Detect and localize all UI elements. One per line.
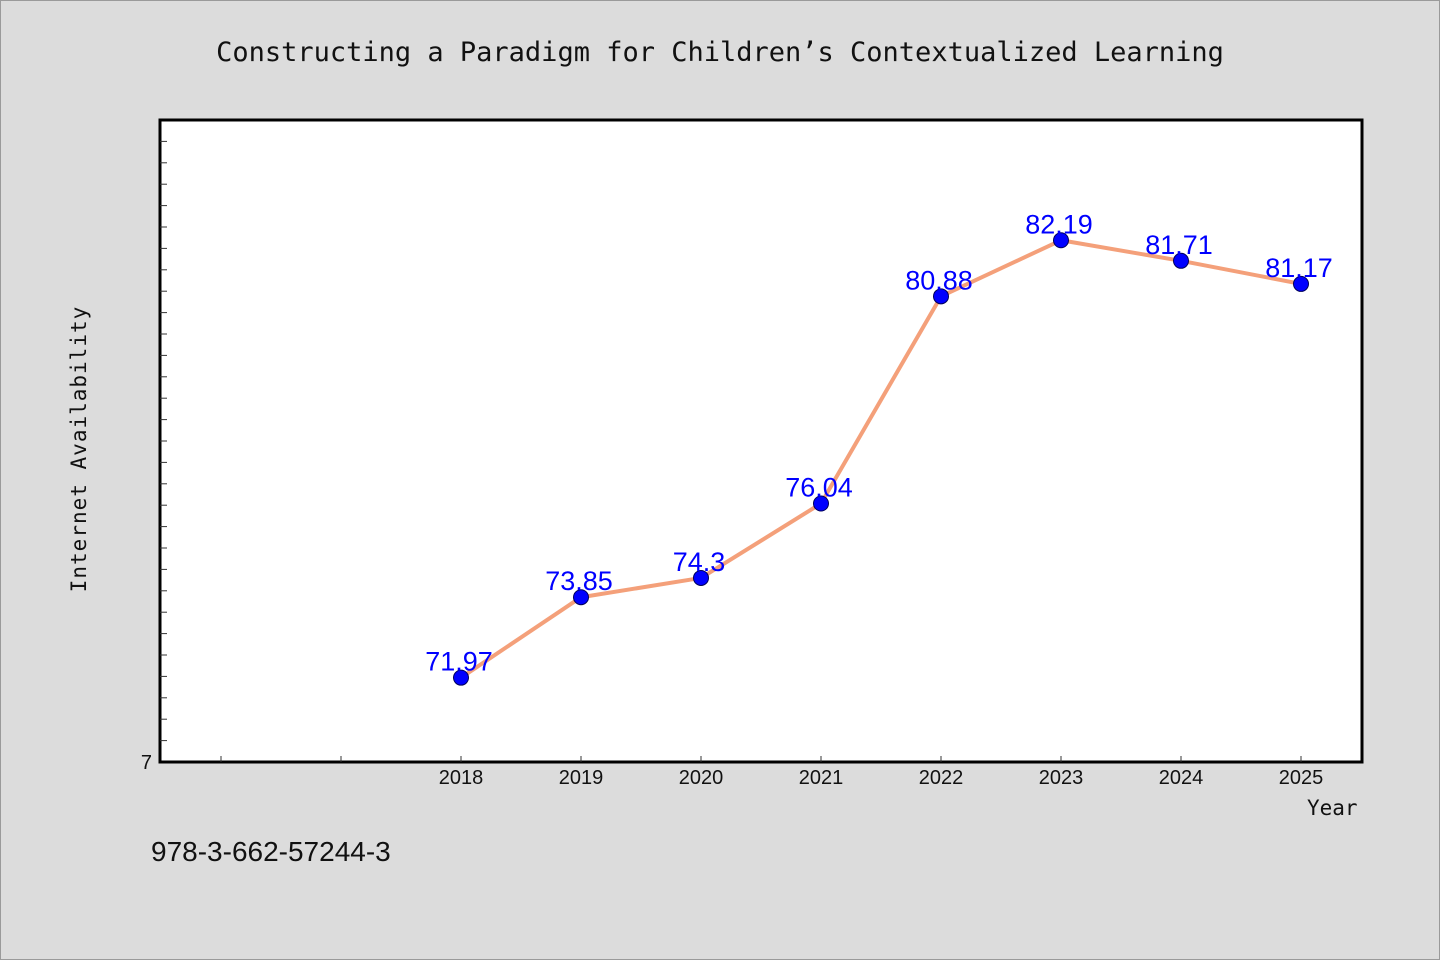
- data-point: [813, 495, 829, 512]
- axis-ticks: [160, 140, 1302, 762]
- x-tick-label: 2024: [1159, 767, 1204, 789]
- isbn-footnote: 978-3-662-57244-3: [151, 836, 391, 867]
- data-label: 82.19: [1025, 209, 1093, 239]
- x-axis-label: Year: [1307, 796, 1358, 820]
- x-tick-label: 2022: [919, 767, 964, 789]
- series-line: [459, 238, 1303, 680]
- x-tick-label: 2025: [1279, 767, 1324, 789]
- x-tick-label: 2020: [679, 767, 724, 789]
- x-tick-label: 2023: [1039, 767, 1084, 789]
- data-label: 80.88: [905, 265, 973, 295]
- data-label: 74.3: [673, 547, 726, 577]
- chart-title: Constructing a Paradigm for Children’s C…: [216, 37, 1224, 68]
- data-label: 81.71: [1145, 230, 1213, 260]
- data-point: [1293, 275, 1309, 292]
- data-point: [933, 288, 949, 305]
- data-label-layer: 71.97 73.85 74.3 76.04 80.88 82.19 81.71 81.17: [425, 209, 1333, 676]
- plot-area: [158, 118, 1364, 764]
- x-tick-label: 2019: [559, 767, 604, 789]
- tick-labels: 7 2018 2019 2020 2021 2022 2023 2024 2025: [141, 752, 1323, 789]
- data-point: [573, 589, 589, 606]
- data-point: [453, 669, 469, 686]
- series-layer: [459, 238, 1303, 680]
- x-tick-label: 2018: [439, 767, 484, 789]
- data-point: [1173, 252, 1189, 269]
- data-point: [1053, 232, 1069, 249]
- data-label: 76.04: [785, 472, 853, 502]
- data-label: 71.97: [425, 647, 493, 677]
- data-point: [693, 569, 709, 586]
- data-label: 81.17: [1265, 253, 1333, 283]
- y-tick-label: 7: [141, 752, 152, 774]
- data-label: 73.85: [545, 566, 613, 596]
- x-tick-label: 2021: [799, 767, 844, 789]
- marker-layer: [453, 232, 1309, 686]
